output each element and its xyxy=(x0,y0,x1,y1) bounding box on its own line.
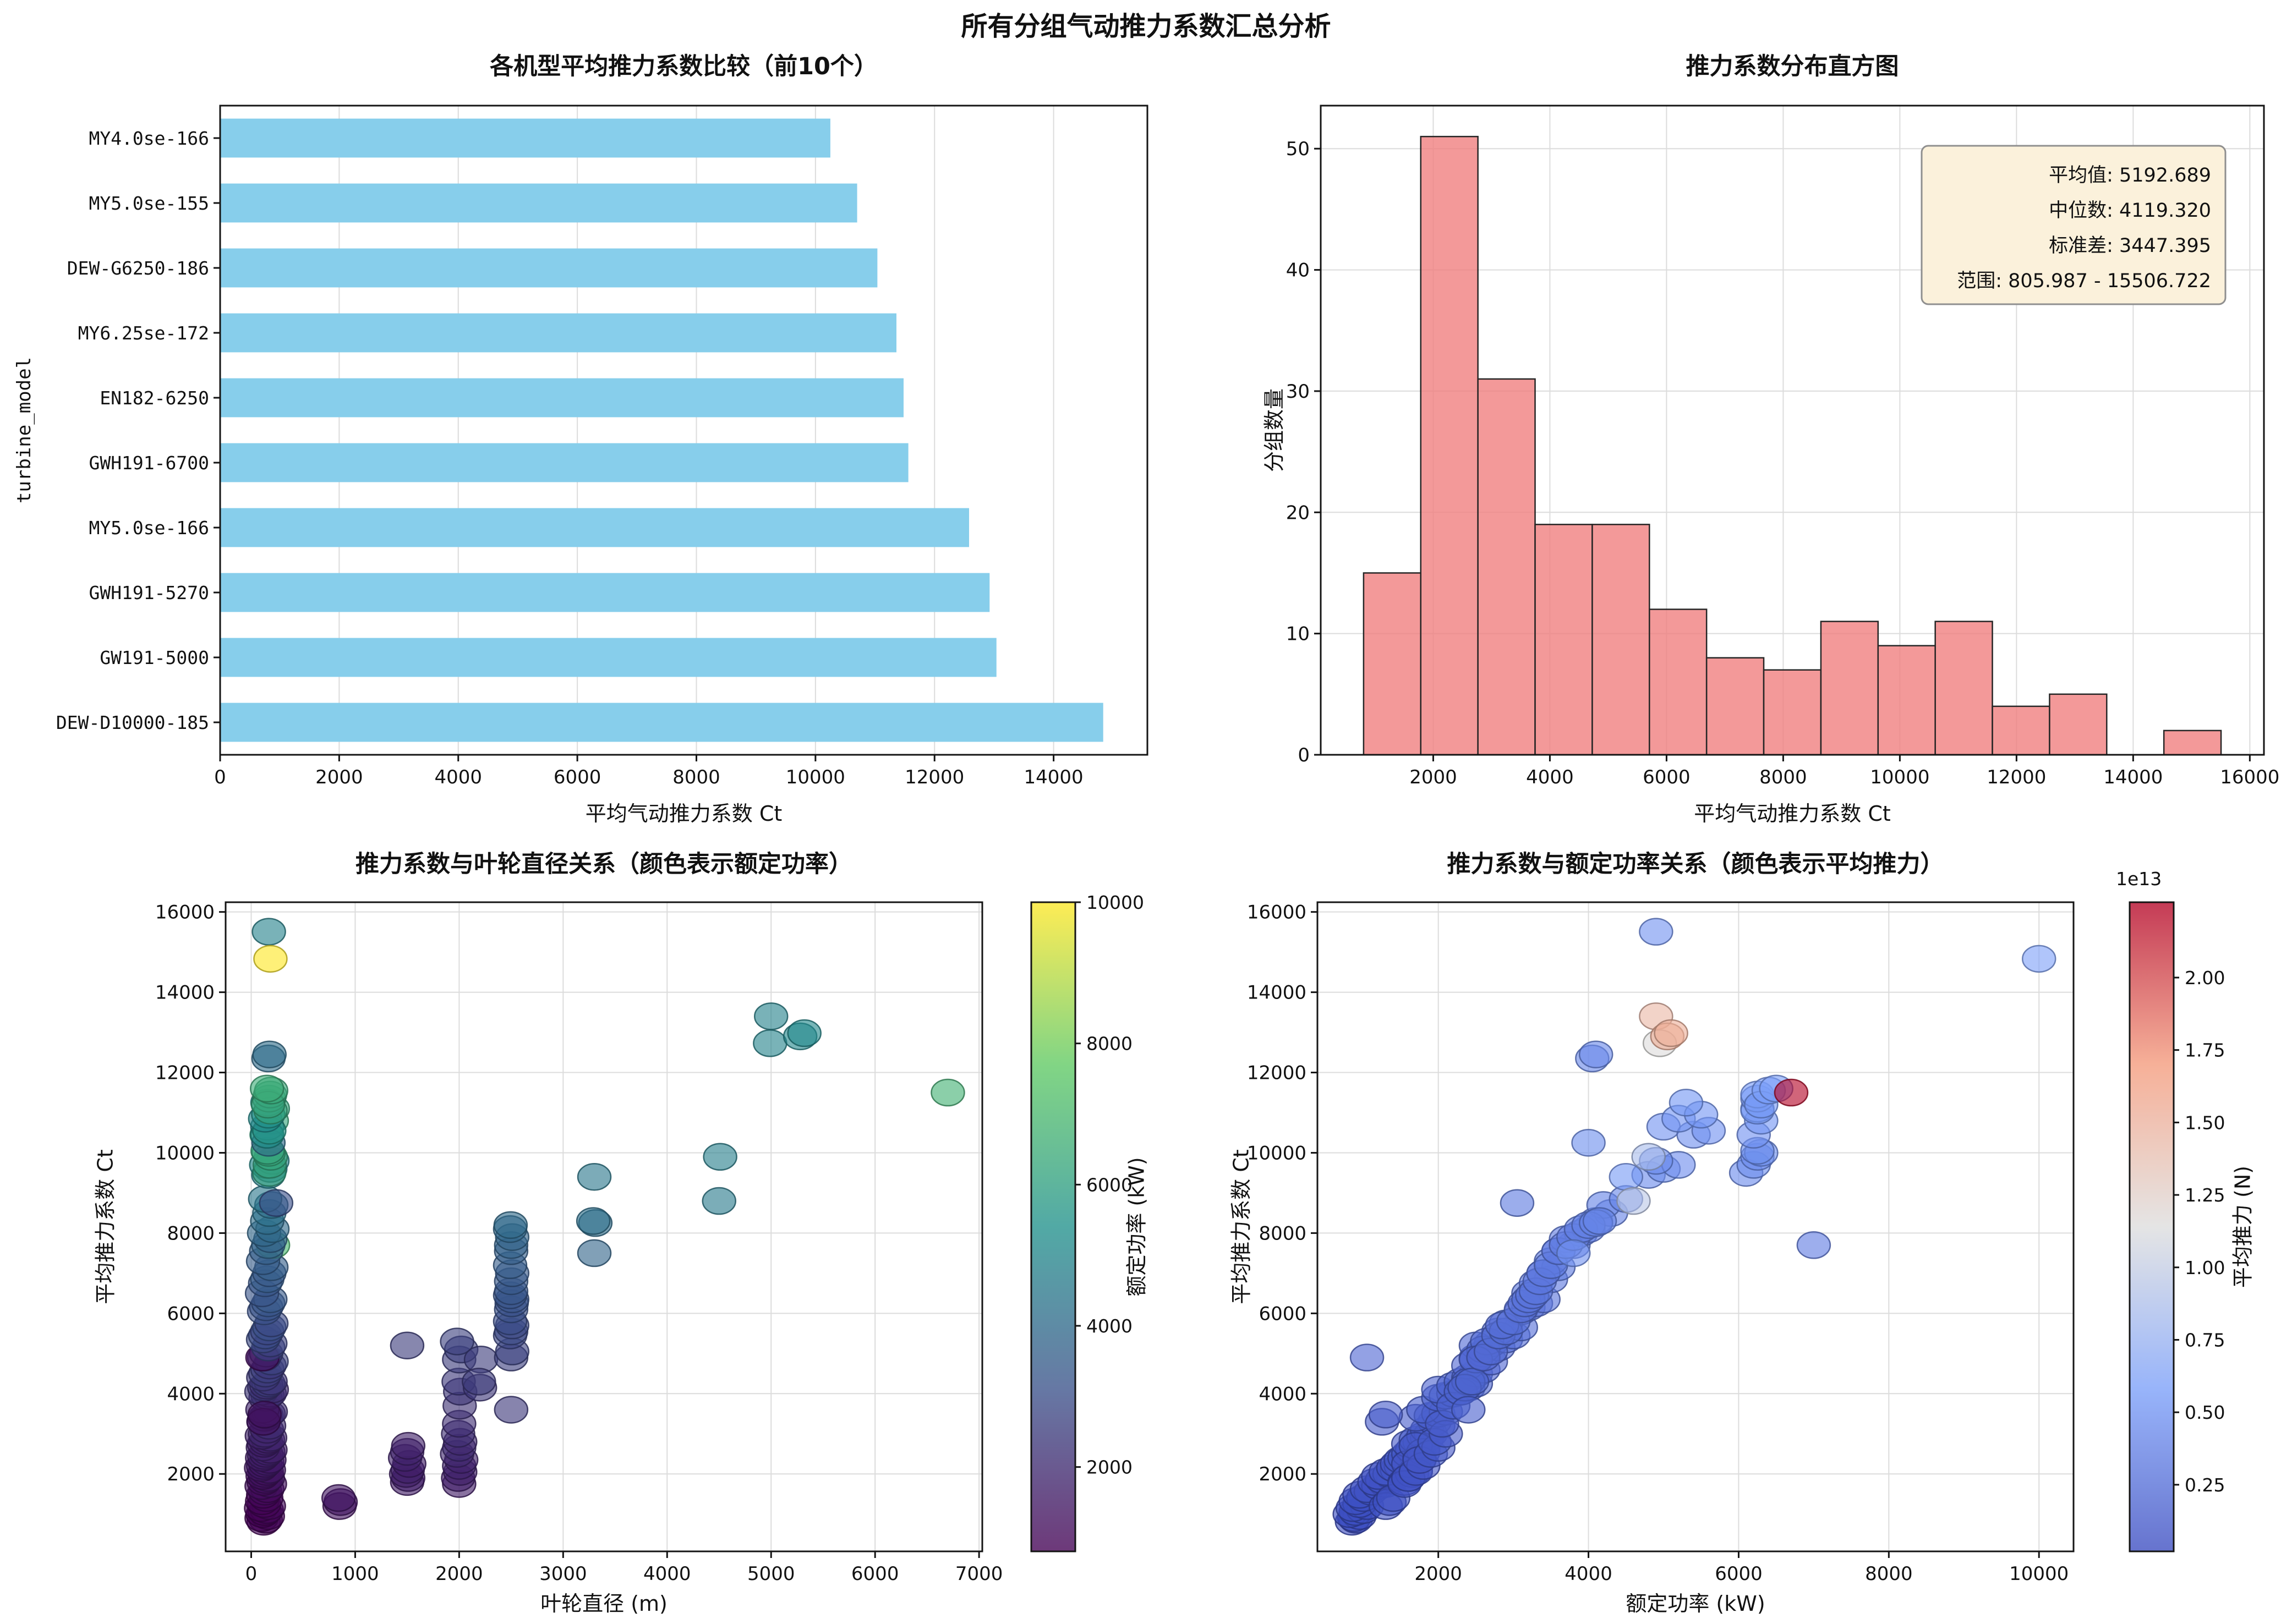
scatter-power-ylabel: 平均推力系数 Ct xyxy=(1229,1149,1254,1304)
svg-text:1.25: 1.25 xyxy=(2185,1184,2225,1206)
svg-text:4000: 4000 xyxy=(1526,766,1574,788)
svg-text:0: 0 xyxy=(214,766,226,788)
svg-text:1.50: 1.50 xyxy=(2185,1112,2225,1133)
svg-text:0: 0 xyxy=(1298,744,1310,766)
svg-text:12000: 12000 xyxy=(1247,1062,1306,1084)
svg-text:2000: 2000 xyxy=(1414,1563,1462,1585)
bar-chart-xlabel: 平均气动推力系数 Ct xyxy=(585,802,783,826)
svg-text:10: 10 xyxy=(1286,623,1310,645)
svg-text:16000: 16000 xyxy=(1247,902,1306,924)
histogram-title: 推力系数分布直方图 xyxy=(1686,53,1899,80)
svg-text:1.00: 1.00 xyxy=(2185,1257,2225,1279)
svg-text:14000: 14000 xyxy=(1247,982,1306,1004)
svg-text:平均值: 5192.689: 平均值: 5192.689 xyxy=(2049,164,2211,186)
svg-text:40: 40 xyxy=(1286,260,1310,282)
svg-text:0.50: 0.50 xyxy=(2185,1402,2225,1423)
svg-text:0.75: 0.75 xyxy=(2185,1329,2225,1351)
svg-text:6000: 6000 xyxy=(1643,766,1691,788)
svg-text:1000: 1000 xyxy=(331,1563,379,1585)
svg-text:DEW-D10000-185: DEW-D10000-185 xyxy=(56,712,209,733)
svg-text:6000: 6000 xyxy=(1715,1563,1763,1585)
mean-thrust-colorbar-label: 平均推力 (N) xyxy=(2230,1165,2255,1288)
svg-text:12000: 12000 xyxy=(1987,766,2046,788)
svg-text:EN182-6250: EN182-6250 xyxy=(100,387,209,409)
svg-text:12000: 12000 xyxy=(155,1062,215,1084)
svg-text:4000: 4000 xyxy=(1565,1563,1612,1585)
svg-text:2000: 2000 xyxy=(435,1563,483,1585)
bar-chart-ylabel: turbine_model xyxy=(13,356,35,504)
svg-text:14000: 14000 xyxy=(2103,766,2163,788)
svg-text:6000: 6000 xyxy=(1259,1303,1306,1325)
svg-text:MY4.0se-166: MY4.0se-166 xyxy=(89,128,209,149)
figure-suptitle: 所有分组气动推力系数汇总分析 xyxy=(961,11,1331,42)
svg-text:2000: 2000 xyxy=(1409,766,1457,788)
svg-text:10000: 10000 xyxy=(2009,1563,2069,1585)
svg-text:4000: 4000 xyxy=(1259,1383,1306,1405)
svg-text:14000: 14000 xyxy=(155,982,215,1004)
svg-text:中位数: 4119.320: 中位数: 4119.320 xyxy=(2049,200,2211,222)
svg-text:10000: 10000 xyxy=(1870,766,1929,788)
svg-text:8000: 8000 xyxy=(1259,1222,1306,1244)
svg-text:范围: 805.987 - 15506.722: 范围: 805.987 - 15506.722 xyxy=(1957,270,2211,292)
histogram-xlabel: 平均气动推力系数 Ct xyxy=(1694,802,1891,826)
scatter-diameter-ylabel: 平均推力系数 Ct xyxy=(93,1149,118,1304)
svg-text:4000: 4000 xyxy=(434,766,482,788)
scatter-power-xlabel: 额定功率 (kW) xyxy=(1626,1592,1765,1616)
svg-text:2000: 2000 xyxy=(1086,1457,1133,1478)
svg-text:4000: 4000 xyxy=(167,1383,215,1405)
colorbar-offset-label: 1e13 xyxy=(2116,868,2162,890)
svg-text:DEW-G6250-186: DEW-G6250-186 xyxy=(67,257,209,279)
svg-text:6000: 6000 xyxy=(167,1303,215,1325)
svg-text:8000: 8000 xyxy=(1086,1033,1133,1055)
svg-text:7000: 7000 xyxy=(955,1563,1003,1585)
svg-text:8000: 8000 xyxy=(167,1222,215,1244)
svg-text:12000: 12000 xyxy=(905,766,964,788)
svg-text:4000: 4000 xyxy=(643,1563,691,1585)
svg-text:6000: 6000 xyxy=(554,766,601,788)
rated-power-colorbar-label: 额定功率 (kW) xyxy=(1124,1157,1149,1297)
svg-text:8000: 8000 xyxy=(1759,766,1807,788)
svg-text:0.25: 0.25 xyxy=(2185,1474,2225,1496)
svg-text:6000: 6000 xyxy=(851,1563,899,1585)
svg-text:标准差: 3447.395: 标准差: 3447.395 xyxy=(2049,235,2211,257)
svg-text:14000: 14000 xyxy=(1024,766,1084,788)
svg-text:GW191-5000: GW191-5000 xyxy=(100,647,209,668)
svg-text:16000: 16000 xyxy=(155,902,215,924)
svg-text:16000: 16000 xyxy=(2220,766,2279,788)
svg-text:1.75: 1.75 xyxy=(2185,1040,2225,1061)
svg-text:10000: 10000 xyxy=(1247,1142,1306,1164)
scatter-diameter-xlabel: 叶轮直径 (m) xyxy=(540,1592,668,1616)
svg-text:MY5.0se-166: MY5.0se-166 xyxy=(89,517,209,539)
svg-text:20: 20 xyxy=(1286,502,1310,524)
svg-text:8000: 8000 xyxy=(672,766,720,788)
svg-text:0: 0 xyxy=(245,1563,258,1585)
svg-text:2.00: 2.00 xyxy=(2185,967,2225,989)
svg-text:5000: 5000 xyxy=(747,1563,795,1585)
bar-chart-title: 各机型平均推力系数比较（前10个） xyxy=(490,53,878,80)
svg-text:GWH191-6700: GWH191-6700 xyxy=(89,452,209,474)
svg-text:30: 30 xyxy=(1286,381,1310,403)
svg-text:50: 50 xyxy=(1286,138,1310,160)
svg-text:MY6.25se-172: MY6.25se-172 xyxy=(78,322,209,344)
histogram-ylabel: 分组数量 xyxy=(1262,388,1287,473)
svg-text:10000: 10000 xyxy=(1086,892,1144,913)
svg-text:10000: 10000 xyxy=(155,1142,215,1164)
svg-text:8000: 8000 xyxy=(1865,1563,1913,1585)
svg-text:2000: 2000 xyxy=(315,766,363,788)
scatter-diameter-title: 推力系数与叶轮直径关系（颜色表示额定功率） xyxy=(355,851,852,878)
svg-text:4000: 4000 xyxy=(1086,1315,1133,1337)
svg-text:6000: 6000 xyxy=(1086,1174,1133,1195)
svg-text:2000: 2000 xyxy=(1259,1463,1306,1485)
svg-text:MY5.0se-155: MY5.0se-155 xyxy=(89,193,209,214)
svg-text:2000: 2000 xyxy=(167,1463,215,1485)
svg-text:GWH191-5270: GWH191-5270 xyxy=(89,582,209,603)
svg-text:3000: 3000 xyxy=(539,1563,587,1585)
scatter-power-title: 推力系数与额定功率关系（颜色表示平均推力） xyxy=(1447,851,1944,878)
svg-text:10000: 10000 xyxy=(786,766,845,788)
